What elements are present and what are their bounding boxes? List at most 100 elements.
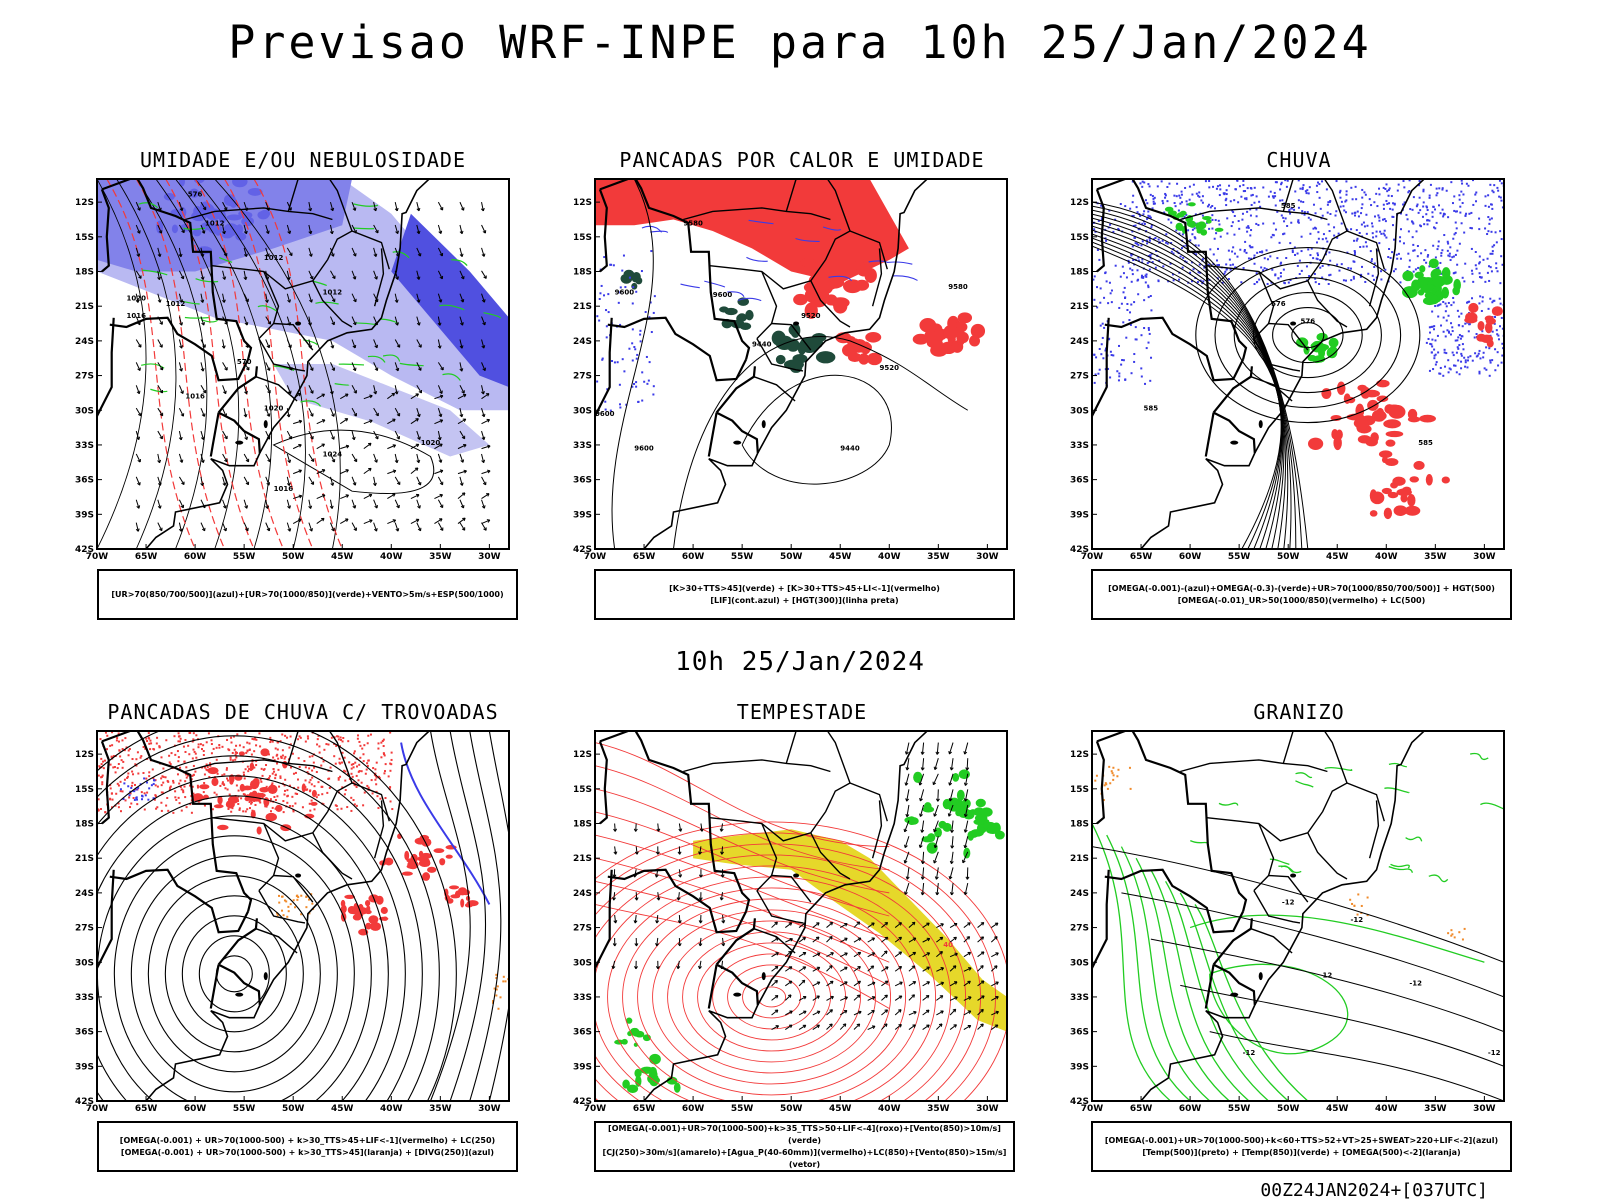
omega-blue [1297,219,1299,221]
thunder-red [309,789,311,791]
omega-blue [1140,367,1142,369]
lifted-index-contour [609,264,611,266]
omega-blue [1442,209,1444,211]
omega-red [1388,492,1399,498]
thunder-red [207,767,218,774]
omega-blue [1145,281,1147,283]
omega-red [1478,321,1485,331]
thunder-red [310,779,312,781]
thunder-red [219,785,221,787]
omega-orange [1111,770,1113,772]
omega-blue [1298,207,1300,209]
thunder-red [374,779,376,781]
thunder-red [351,764,353,766]
y-tick-label: 12S [75,750,94,760]
omega-blue [1437,305,1439,307]
thunder-red [100,758,102,760]
lifted-index-contour [632,359,634,361]
country-border [219,918,257,964]
omega-blue [1432,216,1434,218]
wind-green [976,799,986,807]
thunder-red [102,775,104,777]
omega-blue [1146,273,1148,275]
low-level-contour [595,743,889,847]
lake [295,874,301,878]
x-tick-label: 65W [633,1104,656,1114]
omega-green [1430,270,1438,279]
thunder-red [124,737,126,739]
omega-blue [1455,271,1457,273]
state-border [873,800,882,858]
omega-blue [1417,267,1419,269]
omega-blue [1326,241,1328,243]
thunder-red [277,769,279,771]
thunder-red [249,749,251,751]
lifted-index-contour [639,334,641,336]
thunder-red [258,732,260,734]
thunder-red [449,885,459,889]
omega-blue [1432,368,1434,370]
panel-1-title: UMIDADE E/OU NEBULOSIDADE [97,148,509,172]
omega-blue [1308,192,1310,194]
omega-blue [1139,182,1141,184]
contour-label: 585 [1418,439,1433,447]
thunder-red [238,790,240,792]
omega-blue [1437,245,1439,247]
thunder-orange [282,896,284,898]
thunder-red [362,804,364,806]
height-contour [1092,218,1288,549]
x-tick-label: 40W [878,1104,901,1114]
omega-blue [1420,252,1422,254]
thunder-red [282,755,284,757]
x-tick-label: 45W [829,1104,852,1114]
omega-blue [1154,197,1156,199]
omega-blue [1253,202,1255,204]
omega-green [1329,338,1339,348]
thunder-red [290,735,292,737]
omega-blue [1354,214,1356,216]
height-contour [1092,214,1291,549]
thunder-red [302,806,304,808]
y-tick-label: 39S [75,1062,94,1072]
thunder-red [160,756,162,758]
thunder-red [185,751,187,753]
omega-blue [1144,383,1146,385]
omega-blue [1400,228,1402,230]
omega-blue [1463,357,1465,359]
thunder-red [311,777,313,779]
omega-blue [1488,223,1490,225]
omega-blue [1093,228,1095,230]
omega-green [1188,202,1196,206]
omega-blue [1242,180,1244,182]
omega-orange [1109,782,1111,784]
omega-blue [1432,326,1434,328]
omega-blue [1123,359,1125,361]
omega-blue [1495,262,1497,264]
thunder-red [179,767,181,769]
thunder-red [314,785,316,787]
lifted-index-contour [623,370,625,372]
omega-blue [1468,213,1470,215]
thunder-red [358,764,360,766]
contour-label: 585 [1144,404,1159,412]
omega-blue [1306,265,1308,267]
x-tick-label: 70W [86,552,109,562]
thunder-red [103,767,105,769]
lifted-index-contour [635,386,637,388]
omega-blue [1211,214,1213,216]
y-tick-label: 18S [573,268,592,278]
wind-vector [458,493,465,499]
omega-blue [1447,216,1449,218]
y-tick-label: 27S [1070,372,1089,382]
thunder-red [148,743,150,745]
omega-orange [1104,784,1106,786]
thunder-red [132,758,134,760]
contour-label: 1020 [421,439,441,447]
thunder-red [109,798,111,800]
thunder-red [364,792,366,794]
omega-blue [1283,220,1285,222]
omega-blue [1476,333,1478,335]
omega-blue [1353,276,1355,278]
omega-blue [1273,222,1275,224]
